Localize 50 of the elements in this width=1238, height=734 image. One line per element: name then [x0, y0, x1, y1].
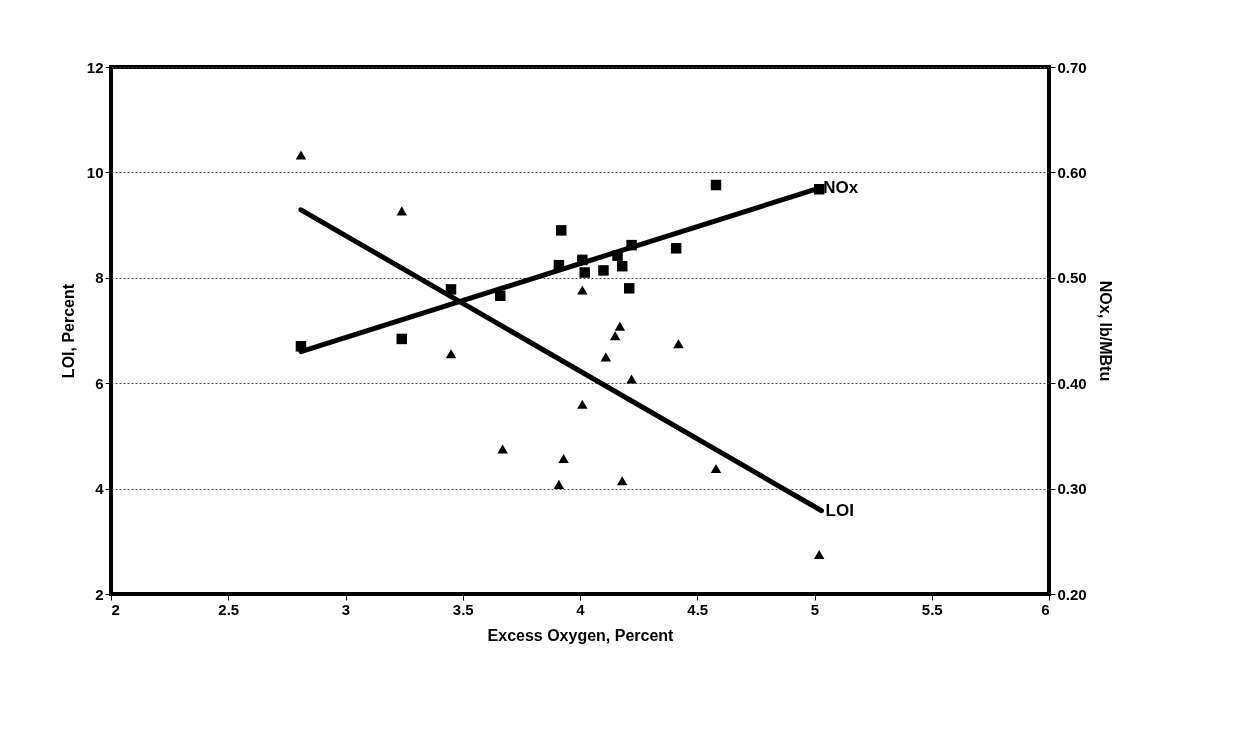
point — [609, 331, 621, 341]
point — [577, 399, 588, 409]
point — [614, 321, 626, 331]
point — [616, 260, 628, 272]
point — [813, 549, 825, 560]
point — [295, 150, 307, 160]
y-axis-title: LOI, Percent — [59, 283, 77, 379]
x-tick-label: 2 — [111, 600, 120, 618]
point — [624, 283, 635, 294]
point — [445, 349, 457, 359]
y-tick-label: 4 — [95, 480, 105, 498]
x-tick-label: 4 — [576, 600, 586, 618]
y2-tick-label: 0.50 — [1057, 269, 1087, 287]
y2-tick-label: 0.30 — [1057, 480, 1087, 498]
y-tick-label: 6 — [95, 374, 104, 392]
point — [445, 284, 457, 295]
y2-tick-label: 0.40 — [1057, 374, 1087, 392]
y2-axis-title: NOx, lb/MBtu — [1096, 280, 1114, 382]
y-tick-label: 10 — [86, 163, 104, 181]
point — [710, 464, 722, 474]
x-tick-label: 3 — [341, 600, 351, 618]
point — [673, 339, 684, 349]
y-tick-label: 2 — [95, 585, 104, 603]
point — [616, 476, 628, 486]
y-tick-label: 12 — [86, 58, 104, 76]
point — [558, 454, 569, 464]
point — [710, 179, 722, 191]
y-tick-label: 8 — [95, 269, 104, 287]
point — [556, 225, 567, 236]
point — [553, 479, 565, 489]
x-tick-label: 5.5 — [921, 600, 943, 618]
x-tick-label: 4.5 — [687, 600, 709, 618]
y2-tick-label: 0.20 — [1057, 585, 1087, 603]
x-tick-label: 2.5 — [218, 600, 240, 618]
x-tick-label: 6 — [1041, 600, 1050, 618]
series-label: LOI — [825, 500, 854, 520]
point — [598, 265, 609, 276]
y2-tick-label: 0.60 — [1057, 163, 1087, 181]
point — [626, 374, 637, 384]
point — [600, 352, 612, 362]
point — [670, 243, 682, 254]
series-label: NOx — [823, 178, 859, 198]
point — [396, 333, 408, 345]
x-tick-label: 5 — [810, 600, 820, 618]
point — [579, 267, 590, 278]
y2-tick-label: 0.70 — [1057, 58, 1087, 76]
point — [497, 444, 508, 454]
x-axis-title: Excess Oxygen, Percent — [487, 626, 675, 644]
point — [495, 290, 506, 301]
x-tick-label: 3.5 — [452, 600, 474, 618]
